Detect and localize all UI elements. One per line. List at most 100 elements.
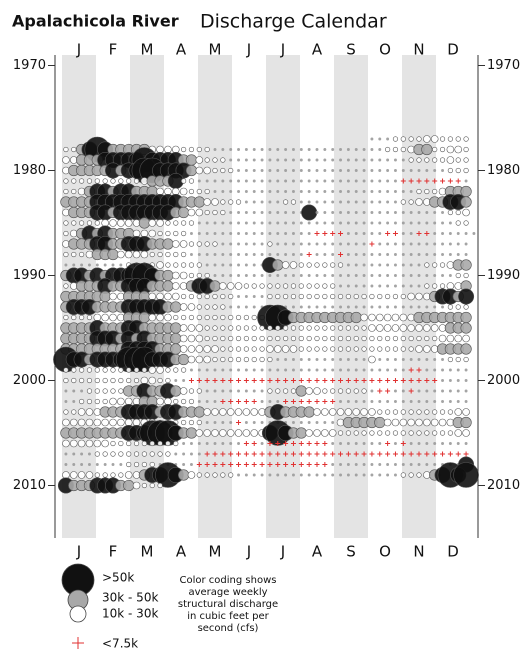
low-flow-mark (424, 378, 430, 383)
discharge-dot (323, 305, 327, 309)
discharge-dot (374, 416, 386, 429)
discharge-dot (362, 358, 366, 361)
discharge-dot (195, 156, 204, 164)
discharge-dot (441, 242, 444, 246)
low-flow-mark (369, 241, 375, 247)
discharge-dot (212, 157, 218, 163)
discharge-dot (229, 221, 233, 225)
discharge-dot (455, 272, 461, 279)
low-flow-mark (259, 451, 265, 457)
discharge-dot (331, 179, 335, 183)
discharge-dot (276, 211, 280, 214)
discharge-dot (361, 388, 367, 394)
discharge-dot (370, 305, 374, 309)
discharge-dot (276, 221, 280, 225)
discharge-dot (229, 211, 233, 214)
discharge-dot (292, 190, 295, 193)
discharge-dot (400, 146, 406, 153)
discharge-dot (162, 269, 174, 282)
discharge-dot (454, 408, 463, 416)
discharge-dot (141, 367, 147, 373)
discharge-dot (416, 335, 422, 342)
discharge-dot (417, 305, 421, 309)
discharge-dot (298, 346, 304, 352)
discharge-dot (362, 368, 366, 372)
discharge-dot (244, 179, 248, 183)
discharge-dot (283, 335, 289, 342)
discharge-dot (234, 429, 243, 437)
discharge-dot (386, 221, 390, 225)
discharge-dot (298, 293, 304, 300)
discharge-dot (252, 179, 256, 183)
discharge-dot (173, 398, 179, 405)
discharge-dot (235, 346, 242, 352)
discharge-dot (204, 209, 210, 216)
discharge-dot (268, 200, 272, 204)
discharge-dot (331, 274, 335, 277)
low-flow-mark (306, 451, 312, 457)
low-flow-mark (330, 451, 336, 457)
discharge-dot (221, 221, 225, 225)
discharge-dot (72, 463, 76, 466)
discharge-dot (337, 388, 344, 394)
discharge-dot (425, 400, 429, 403)
discharge-dot (330, 388, 336, 394)
discharge-dot (133, 377, 140, 384)
discharge-dot (203, 345, 211, 353)
discharge-dot (272, 259, 284, 271)
discharge-dot (295, 385, 307, 397)
discharge-dot (354, 368, 358, 372)
discharge-dot (221, 148, 225, 151)
discharge-dot (346, 284, 350, 288)
discharge-dot (446, 156, 455, 164)
discharge-dot (170, 301, 182, 313)
discharge-dot (284, 242, 288, 246)
discharge-dot (165, 367, 171, 373)
discharge-dot (354, 232, 358, 235)
discharge-dot (95, 463, 99, 466)
low-flow-mark (212, 378, 218, 383)
discharge-dot (171, 145, 180, 154)
discharge-dot (237, 221, 240, 225)
discharge-dot (276, 473, 280, 477)
discharge-dot (409, 221, 413, 225)
low-flow-mark (330, 399, 336, 404)
low-flow-mark (369, 378, 375, 383)
low-flow-mark (322, 441, 328, 446)
discharge-dot (164, 292, 172, 301)
discharge-dot (460, 259, 472, 271)
discharge-dot (283, 199, 289, 205)
discharge-dot (250, 408, 259, 416)
discharge-dot (205, 221, 209, 225)
legend-note: Color coding shows (180, 575, 277, 586)
discharge-dot (267, 293, 273, 300)
discharge-dot (328, 408, 337, 416)
discharge-dot (378, 358, 382, 361)
discharge-dot (179, 303, 188, 311)
low-flow-mark (322, 378, 328, 383)
discharge-dot (415, 324, 423, 332)
discharge-dot (157, 230, 163, 237)
discharge-dot (362, 200, 366, 204)
discharge-dot (156, 219, 164, 227)
discharge-dot (109, 313, 117, 322)
discharge-dot (267, 325, 273, 331)
discharge-dot (370, 179, 374, 183)
discharge-dot (464, 232, 468, 235)
discharge-dot (101, 439, 109, 448)
discharge-dot (315, 200, 319, 204)
discharge-dot (228, 325, 234, 331)
discharge-dot (370, 190, 374, 193)
discharge-dot (203, 198, 211, 206)
discharge-dot (62, 471, 70, 479)
low-flow-mark (338, 231, 344, 236)
discharge-dot (330, 346, 336, 352)
discharge-dot (401, 358, 405, 361)
discharge-dot (252, 274, 256, 277)
discharge-dot (425, 169, 429, 172)
discharge-dot (228, 314, 234, 321)
discharge-dot (394, 253, 397, 256)
y-tick-label: 2010 (13, 478, 46, 493)
discharge-dot (229, 179, 233, 183)
discharge-dot (433, 389, 437, 393)
